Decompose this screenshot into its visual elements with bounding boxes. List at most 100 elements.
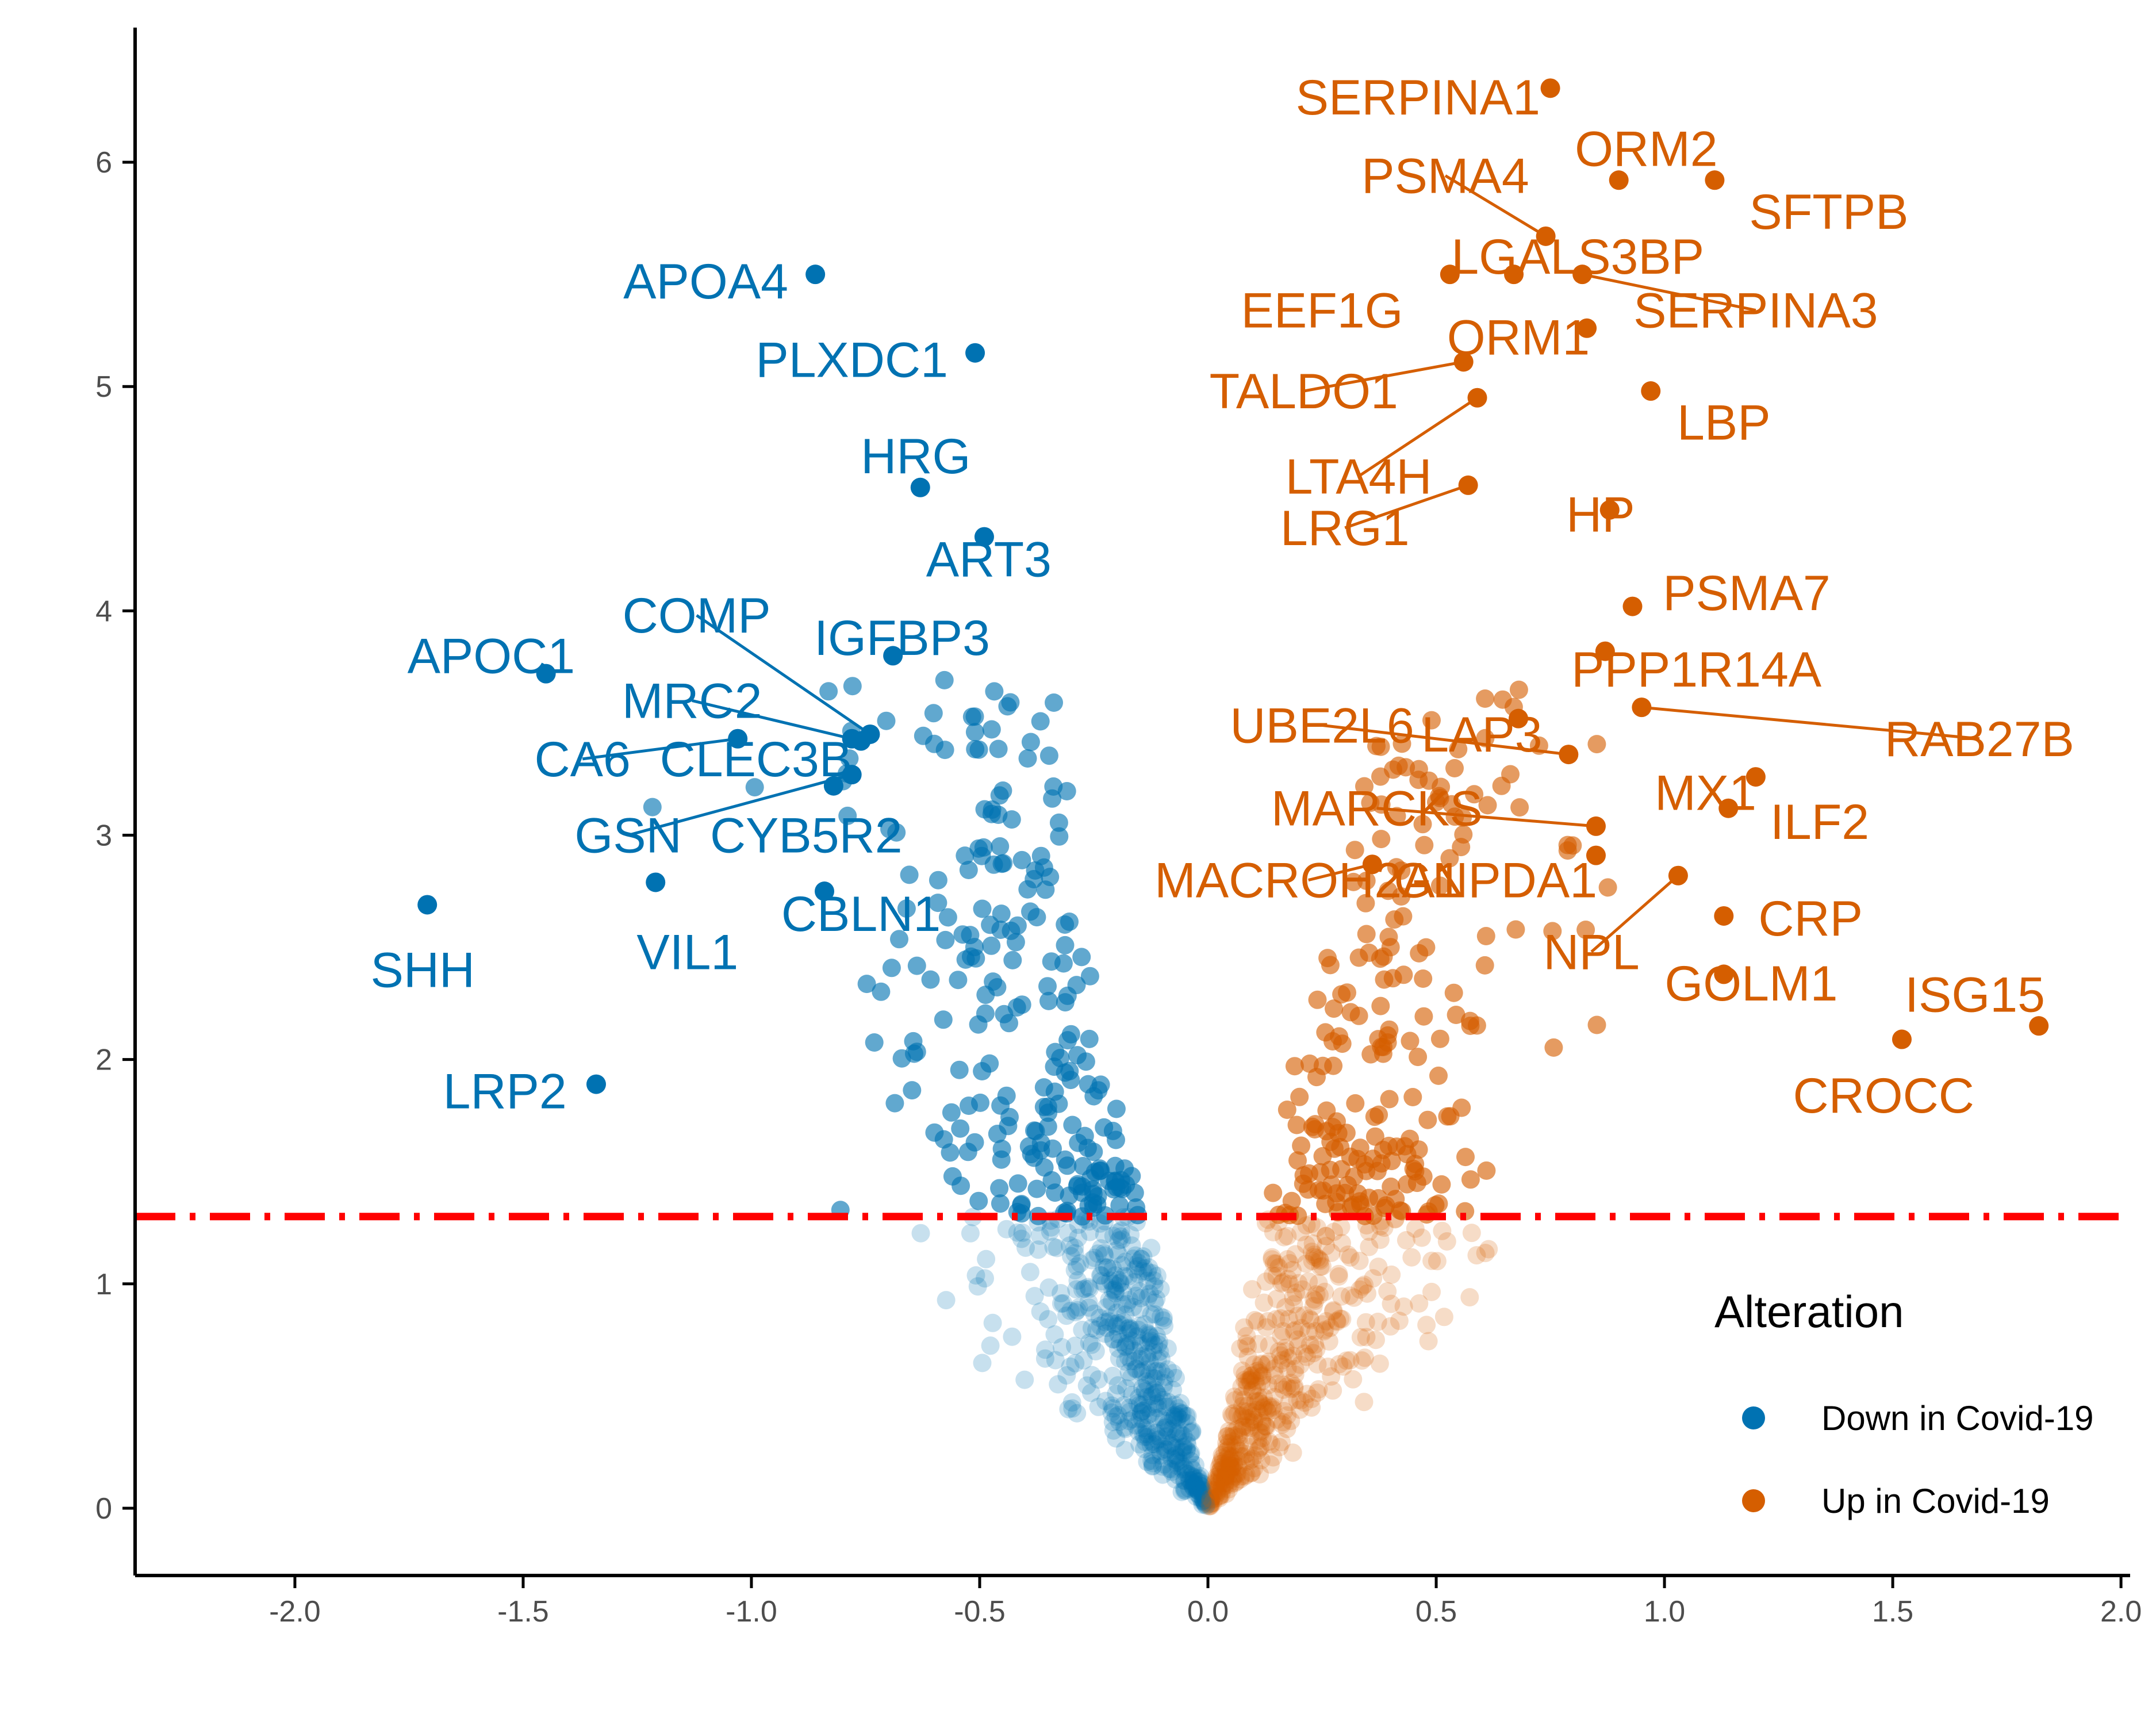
gene-label-apoa4: APOA4 <box>623 254 788 309</box>
scatter-point <box>965 723 984 742</box>
scatter-point <box>1271 1346 1290 1365</box>
scatter-point <box>1265 1387 1284 1406</box>
scatter-point <box>1243 1449 1262 1468</box>
scatter-point <box>1034 1098 1053 1117</box>
scatter-point <box>1095 1258 1113 1276</box>
scatter-point <box>1210 1487 1229 1506</box>
scatter-point <box>1150 1332 1169 1351</box>
scatter-point <box>1058 1156 1077 1175</box>
scatter-point <box>887 823 906 842</box>
scatter-point <box>1117 1379 1136 1398</box>
scatter-point <box>981 915 1000 934</box>
scatter-point <box>1201 1489 1220 1508</box>
scatter-point <box>1252 1421 1271 1440</box>
scatter-point <box>1218 1460 1237 1479</box>
scatter-point <box>900 865 919 884</box>
scatter-point <box>1114 1313 1133 1331</box>
scatter-point <box>951 1119 970 1138</box>
scatter-point <box>1102 1396 1121 1415</box>
scatter-point <box>1134 1262 1153 1281</box>
scatter-point <box>1184 1477 1202 1496</box>
scatter-point <box>1092 1266 1111 1285</box>
scatter-point <box>976 1269 994 1288</box>
scatter-point <box>991 1194 1010 1213</box>
scatter-point <box>1317 1101 1336 1120</box>
scatter-point <box>1299 1180 1318 1199</box>
scatter-point <box>1177 1407 1196 1425</box>
scatter-point <box>956 950 975 969</box>
gene-label-serpina3: SERPINA3 <box>1633 283 1878 339</box>
scatter-point <box>1210 1469 1229 1488</box>
scatter-point <box>1305 1245 1323 1264</box>
scatter-point <box>1106 1282 1125 1301</box>
y-tick-label: 1 <box>95 1268 112 1301</box>
scatter-point <box>1311 1258 1330 1276</box>
scatter-point <box>1587 1015 1606 1034</box>
scatter-point <box>1158 1421 1177 1440</box>
scatter-point <box>1302 1398 1321 1417</box>
scatter-point <box>1123 1298 1142 1317</box>
scatter-point <box>1233 1406 1252 1425</box>
scatter-point <box>1113 1295 1132 1314</box>
scatter-point <box>1283 1260 1302 1279</box>
scatter-point <box>1167 1368 1185 1387</box>
scatter-point <box>1258 1402 1277 1421</box>
scatter-point <box>1213 1482 1232 1501</box>
scatter-point <box>1224 1422 1243 1441</box>
scatter-point <box>843 677 862 696</box>
scatter-point <box>1273 1322 1292 1341</box>
scatter-point <box>1300 1309 1319 1328</box>
scatter-point <box>1349 948 1368 967</box>
scatter-point <box>1371 1230 1390 1249</box>
scatter-point <box>1301 1311 1320 1329</box>
scatter-point <box>1237 1372 1256 1391</box>
scatter-point <box>1146 1369 1165 1388</box>
scatter-point <box>1407 1174 1426 1193</box>
scatter-point <box>1087 1320 1106 1339</box>
scatter-point <box>1148 1267 1167 1286</box>
gene-label-rab27b: RAB27B <box>1885 712 2074 767</box>
scatter-point <box>968 1277 987 1296</box>
scatter-point <box>1162 1433 1181 1452</box>
scatter-point <box>1311 1251 1330 1270</box>
scatter-point <box>1238 1402 1257 1421</box>
scatter-point <box>1124 1249 1142 1268</box>
scatter-point <box>1131 1402 1150 1421</box>
scatter-point <box>1308 1248 1327 1267</box>
scatter-point <box>1297 1216 1316 1235</box>
scatter-point <box>1221 1456 1240 1475</box>
scatter-point <box>1252 1437 1271 1456</box>
scatter-point <box>1220 1450 1239 1469</box>
scatter-point <box>1178 1436 1197 1455</box>
scatter-point <box>990 786 1009 805</box>
leader-line-psma4 <box>1444 174 1547 237</box>
scatter-point <box>1323 1302 1342 1321</box>
scatter-point <box>1152 1307 1170 1326</box>
scatter-point <box>1089 1397 1108 1416</box>
scatter-point <box>934 1010 953 1029</box>
scatter-point <box>1414 969 1433 988</box>
scatter-point <box>1120 1398 1139 1417</box>
scatter-point <box>1110 1333 1129 1352</box>
scatter-point <box>1461 1170 1480 1189</box>
gene-label-mx1: MX1 <box>1655 765 1756 821</box>
scatter-point <box>1249 1335 1268 1354</box>
gene-label-plxdc1: PLXDC1 <box>755 332 948 388</box>
scatter-point <box>1352 1351 1371 1370</box>
scatter-point <box>1403 1088 1422 1106</box>
scatter-point <box>1392 734 1411 753</box>
scatter-point <box>1156 1418 1175 1437</box>
gene-label-npl: NPL <box>1543 925 1639 980</box>
scatter-point <box>1142 1387 1161 1406</box>
scatter-point <box>1137 1387 1156 1406</box>
scatter-point <box>1154 1411 1173 1430</box>
leader-line-taldo1 <box>1303 360 1464 393</box>
scatter-point <box>1169 1423 1188 1442</box>
scatter-point <box>1144 1435 1163 1454</box>
scatter-point <box>998 697 1017 716</box>
scatter-point <box>1177 1432 1196 1451</box>
scatter-point <box>1211 1454 1230 1473</box>
scatter-point <box>1332 1218 1351 1236</box>
scatter-point <box>1378 1282 1397 1301</box>
labeled-point-crocc <box>1892 1029 1912 1049</box>
